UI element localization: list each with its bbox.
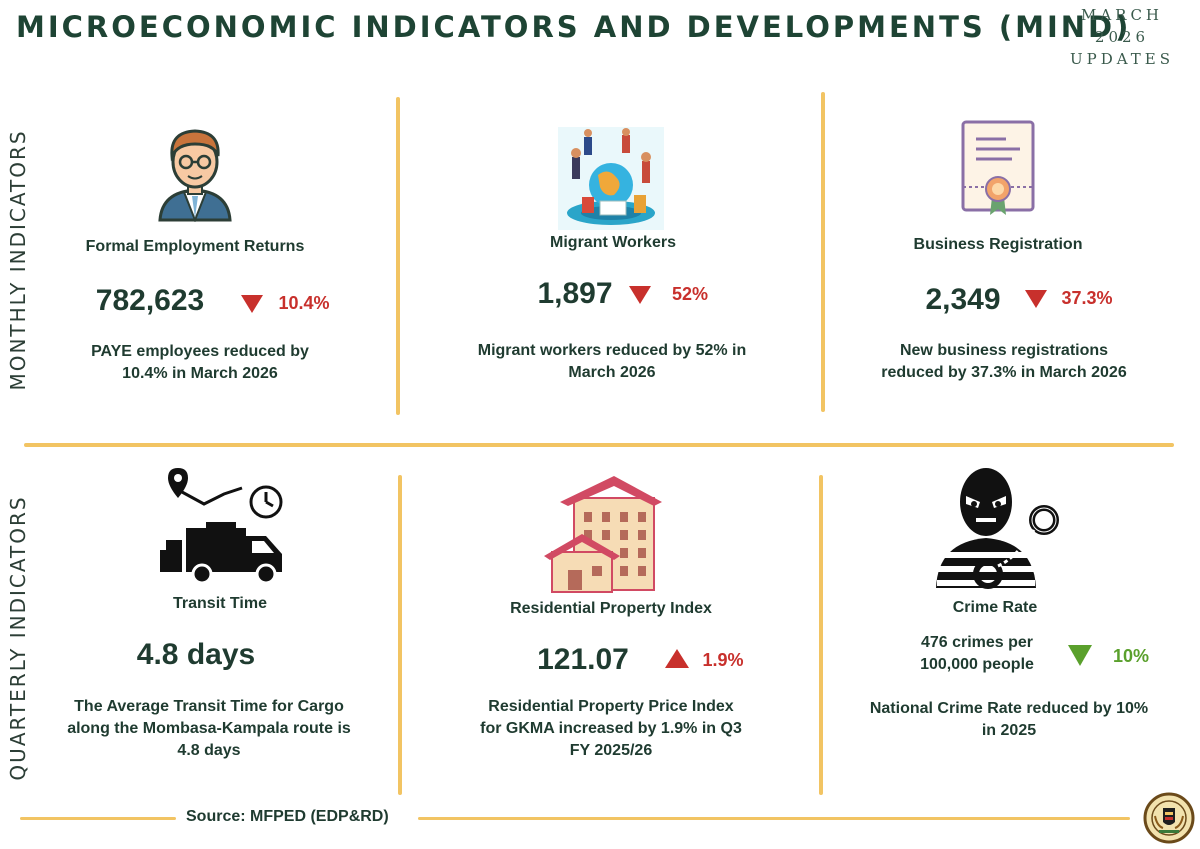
source-note: Source: MFPED (EDP&RD) <box>186 808 389 825</box>
transit-time-description: The Average Transit Time for Cargo along… <box>67 698 351 759</box>
update-year: 2026 <box>1094 28 1150 46</box>
certificate-icon <box>961 120 1035 215</box>
formal-employment-change: 10.4% <box>278 293 330 313</box>
divider-vertical-4 <box>819 475 823 795</box>
crime-rate-value: 476 crimes per 100,000 people <box>920 634 1034 673</box>
residential-building-icon <box>544 476 662 593</box>
page-title: MICROECONOMIC INDICATORS AND DEVELOPMENT… <box>16 10 1132 44</box>
decrease-arrow-icon <box>1068 645 1092 666</box>
crime-rate-title: Crime Rate <box>952 599 1038 616</box>
burglar-handcuffs-icon <box>936 468 1059 589</box>
monthly-indicators-label: MONTHLY INDICATORS <box>6 129 30 391</box>
employee-icon <box>158 129 232 222</box>
update-month: MARCH <box>1080 6 1164 24</box>
transit-time-value: 4.8 days <box>136 638 256 671</box>
business-registration-title: Business Registration <box>913 236 1083 253</box>
increase-arrow-icon <box>665 649 689 668</box>
delivery-truck-icon <box>160 468 283 585</box>
decrease-arrow-icon <box>629 286 651 304</box>
property-index-value: 121.07 <box>537 643 629 676</box>
migrant-workers-title: Migrant Workers <box>550 234 676 251</box>
crime-rate-description: National Crime Rate reduced by 10% in 20… <box>869 700 1149 739</box>
quarterly-indicators-label: QUARTERLY INDICATORS <box>6 495 30 781</box>
migrant-workers-value: 1,897 <box>537 277 613 310</box>
divider-vertical-2 <box>821 92 825 412</box>
formal-employment-value: 782,623 <box>95 284 205 317</box>
property-index-change: 1.9% <box>702 650 744 670</box>
business-registration-change: 37.3% <box>1061 288 1113 308</box>
property-index-description: Residential Property Price Index for GKM… <box>480 698 742 759</box>
divider-vertical-1 <box>396 97 400 415</box>
crime-rate-change: 10% <box>1112 646 1150 666</box>
business-registration-description: New business registrations reduced by 37… <box>881 342 1127 381</box>
migrant-workers-change: 52% <box>671 284 709 304</box>
decrease-arrow-icon <box>241 295 263 313</box>
coat-of-arms-icon <box>1143 792 1195 844</box>
divider-horizontal-middle <box>24 443 1174 447</box>
decrease-arrow-icon <box>1025 290 1047 308</box>
business-registration-value: 2,349 <box>925 283 1001 316</box>
migrant-workers-description: Migrant workers reduced by 52% in March … <box>477 342 747 381</box>
divider-vertical-3 <box>398 475 402 795</box>
formal-employment-description: PAYE employees reduced by 10.4% in March… <box>91 343 309 382</box>
formal-employment-title: Formal Employment Returns <box>85 238 305 255</box>
update-period-label: MARCH 2026 UPDATES <box>1062 4 1182 70</box>
divider-footer-left <box>20 817 176 820</box>
update-word: UPDATES <box>1069 50 1174 68</box>
migrant-workers-icon <box>558 127 664 230</box>
divider-footer-right <box>418 817 1130 820</box>
property-index-title: Residential Property Index <box>510 600 712 617</box>
transit-time-title: Transit Time <box>173 595 267 612</box>
